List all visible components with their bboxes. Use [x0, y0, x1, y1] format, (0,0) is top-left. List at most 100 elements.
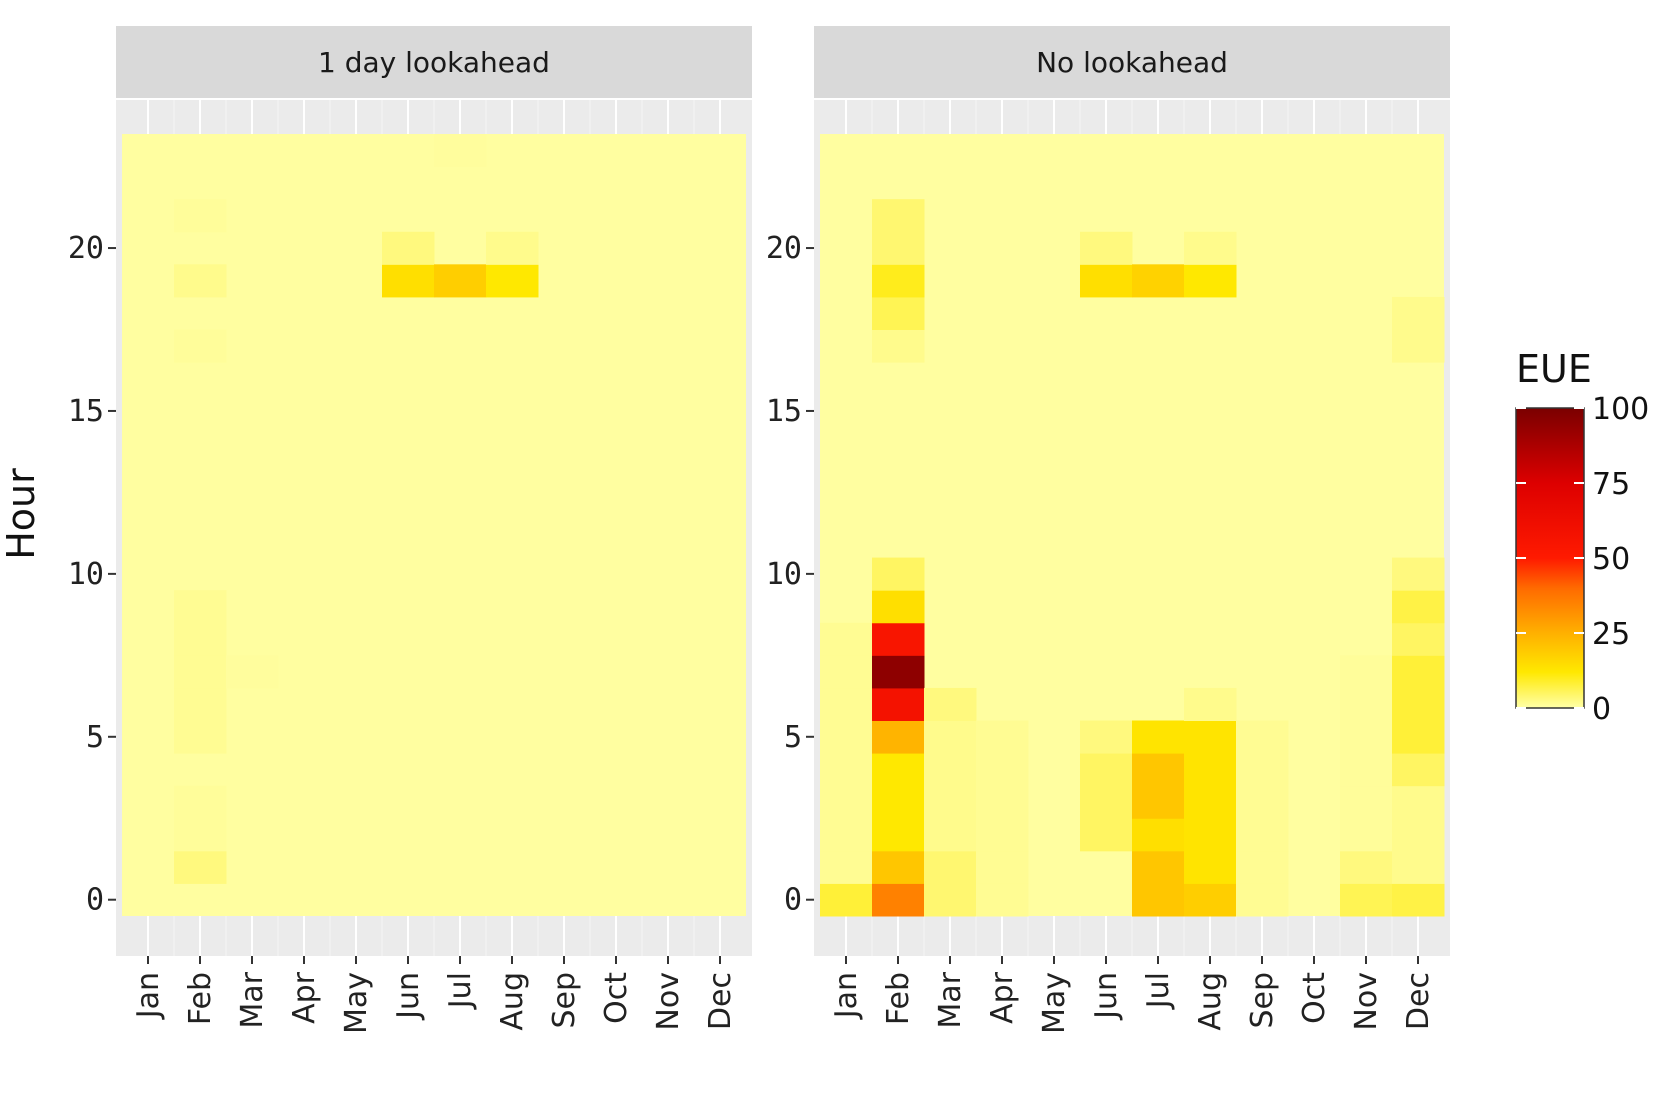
heatmap-cell: [924, 818, 977, 852]
heatmap-cell: [1184, 720, 1237, 754]
heatmap-cell: [1340, 720, 1393, 754]
y-tick-label: 20: [68, 231, 104, 266]
x-tick-label: Nov: [651, 972, 686, 1031]
x-tick-label: Jan: [131, 972, 166, 1020]
heatmap-cell: [1184, 850, 1237, 884]
heatmap-cell: [1132, 818, 1185, 852]
x-tick-label: Feb: [183, 972, 218, 1025]
heatmap-cell: [486, 231, 539, 265]
heatmap-cell: [820, 622, 873, 656]
heatmap-cell: [174, 720, 227, 754]
heatmap-cell: [1080, 231, 1133, 265]
heatmap-cell: [1392, 818, 1445, 852]
heatmap-cell: [976, 818, 1029, 852]
y-tick-label: 15: [766, 394, 802, 429]
heatmap-cell: [1392, 785, 1445, 819]
heatmap-cell: [872, 296, 925, 330]
heatmap-cell: [872, 590, 925, 624]
heatmap-cell: [1392, 329, 1445, 363]
heatmap-cell: [924, 720, 977, 754]
heatmap-cell: [174, 785, 227, 819]
heatmap-cell: [1340, 818, 1393, 852]
heatmap-cell: [1132, 850, 1185, 884]
x-tick-label: Jun: [391, 972, 426, 1021]
y-axis-title: Hour: [0, 468, 43, 560]
heatmap-cell: [1080, 753, 1133, 787]
eue-legend: EUE 0 25 50 75 100: [1515, 347, 1649, 727]
heatmap-cell: [872, 883, 925, 917]
x-tick-label: Mar: [235, 971, 270, 1028]
heatmap-cell: [1132, 883, 1185, 917]
heatmap-cell: [1392, 557, 1445, 591]
heatmap-cell: [174, 850, 227, 884]
heatmap-cell: [924, 687, 977, 721]
heatmap-cell: [174, 264, 227, 298]
heatmap-cell: [486, 264, 539, 298]
heatmap-cell: [1184, 753, 1237, 787]
heatmap-cell: [1236, 753, 1289, 787]
heatmap-cell: [872, 818, 925, 852]
heatmap-cell: [872, 557, 925, 591]
heatmap-cell: [924, 753, 977, 787]
panel-2-cells: [820, 134, 1445, 917]
x-tick-label: Jan: [829, 972, 864, 1020]
x-tick-label: Apr: [985, 971, 1020, 1024]
heatmap-cell: [1184, 687, 1237, 721]
heatmap-cell: [872, 329, 925, 363]
heatmap-cell: [1340, 883, 1393, 917]
x-tick-label: Aug: [495, 972, 530, 1031]
heatmap-cell: [174, 329, 227, 363]
heatmap-cell: [1080, 818, 1133, 852]
x-tick-label: Oct: [599, 972, 634, 1024]
x-tick-label: Oct: [1297, 972, 1332, 1024]
heatmap-cell: [382, 264, 435, 298]
heatmap-cell: [1236, 785, 1289, 819]
y-tick-label: 5: [86, 720, 104, 755]
y-tick-label: 20: [766, 231, 802, 266]
heatmap-cell: [174, 199, 227, 233]
heatmap-cell: [1236, 850, 1289, 884]
heatmap-cell: [1392, 850, 1445, 884]
legend-tick-label: 75: [1592, 467, 1630, 502]
heatmap-cell: [174, 590, 227, 624]
heatmap-cell: [1236, 883, 1289, 917]
heatmap-cell: [1132, 785, 1185, 819]
panel-no-lookahead: No lookahead 0 5 10 15 20 Jan Feb Mar Apr May Jun…: [766, 26, 1450, 1034]
heatmap-cell: [1392, 753, 1445, 787]
heatmap-cell: [872, 622, 925, 656]
panel-1-strip: [116, 26, 752, 98]
heatmap-cell: [1392, 883, 1445, 917]
panel-2-y-axis: 0 5 10 15 20: [766, 231, 814, 918]
legend-tick-label: 100: [1592, 392, 1649, 427]
heatmap-cell: [1236, 720, 1289, 754]
heatmap-cell: [1184, 785, 1237, 819]
x-tick-label: Nov: [1349, 972, 1384, 1031]
heatmap-cell: [1080, 785, 1133, 819]
heatmap-cell: [820, 753, 873, 787]
x-tick-label: Jun: [1089, 972, 1124, 1021]
heatmap-cell: [976, 753, 1029, 787]
x-tick-label: Sep: [547, 972, 582, 1029]
heatmap-cell: [872, 850, 925, 884]
heatmap-cell: [1080, 720, 1133, 754]
heatmap-cell: [1132, 264, 1185, 298]
panel-1-x-axis: Jan Feb Mar Apr May Jun Jul Aug Sep Oct Nov Dec: [131, 956, 738, 1034]
heatmap-cell: [820, 720, 873, 754]
x-tick-label: Sep: [1245, 972, 1280, 1029]
heatmap-cell: [1392, 687, 1445, 721]
heatmap-cell: [1236, 818, 1289, 852]
heatmap-cell: [1184, 883, 1237, 917]
heatmap-cell: [976, 883, 1029, 917]
x-tick-label: Apr: [287, 971, 322, 1024]
panel-2-x-axis: Jan Feb Mar Apr May Jun Jul Aug Sep Oct Nov Dec: [829, 956, 1436, 1034]
x-tick-label: Mar: [933, 971, 968, 1028]
heatmap-cell: [872, 785, 925, 819]
heatmap-cell: [872, 753, 925, 787]
heatmap-cell: [382, 231, 435, 265]
heatmap-cell: [924, 883, 977, 917]
heatmap-cell: [820, 785, 873, 819]
heatmap-cell: [1132, 753, 1185, 787]
heatmap-cell: [1340, 753, 1393, 787]
x-tick-label: May: [1037, 972, 1072, 1034]
